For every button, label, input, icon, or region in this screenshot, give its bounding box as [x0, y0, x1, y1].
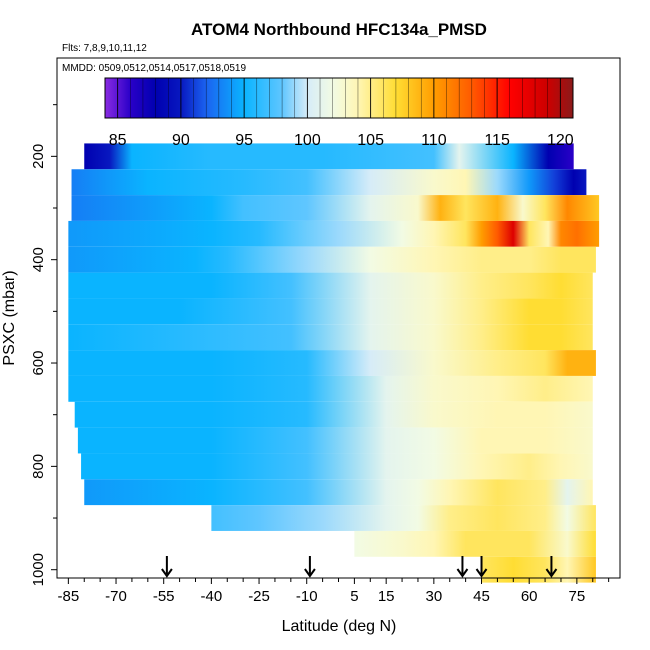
colorbar-tick-label: 95: [235, 132, 253, 149]
colorbar-tick-label: 110: [421, 132, 447, 149]
heatmap-band: [481, 556, 596, 583]
flight-arrow-head: [545, 568, 558, 578]
heatmap-band: [74, 401, 593, 428]
colorbar-tick-label: 105: [357, 132, 384, 149]
y-tick-label: 800: [30, 454, 47, 479]
x-tick-label: 30: [426, 588, 443, 605]
colorbar-tick-label: 85: [109, 132, 127, 149]
heatmap-band: [84, 479, 593, 506]
colorbar-tick-label: 115: [484, 132, 510, 149]
heatmap-band: [71, 195, 600, 221]
flight-arrow-head: [456, 568, 469, 578]
heatmap-band: [68, 324, 593, 351]
heatmap-band: [68, 350, 596, 376]
y-axis: 200 400 600 800 1000: [30, 104, 57, 586]
heatmap-band: [77, 427, 593, 454]
heatmap-band: [68, 272, 593, 299]
heatmap-band: [81, 453, 593, 480]
x-tick-label: 75: [569, 588, 586, 605]
x-tick-label: 45: [473, 588, 490, 605]
x-axis-title: Latitude (deg N): [282, 618, 397, 635]
heatmap-band: [71, 169, 587, 196]
chart-title: ATOM4 Northbound HFC134a_PMSD: [191, 20, 487, 39]
heatmap-band: [84, 143, 574, 170]
heatmap-band: [354, 530, 596, 557]
x-tick-label: 5: [350, 588, 358, 605]
heatmap-band: [211, 505, 596, 531]
x-tick-label: -85: [58, 588, 80, 605]
x-tick-label: -40: [201, 588, 223, 605]
flight-arrows: [161, 556, 558, 578]
flight-arrow-head: [475, 568, 488, 578]
x-tick-label: 60: [521, 588, 538, 605]
x-tick-label: -70: [105, 588, 127, 605]
flights-label: Flts: 7,8,9,10,11,12: [62, 43, 147, 54]
colorbar-tick-label: 100: [294, 132, 321, 149]
heatmap-band: [68, 298, 593, 325]
heatmap-band: [68, 246, 596, 273]
x-tick-label: -10: [296, 588, 318, 605]
y-tick-label: 200: [30, 144, 47, 169]
flight-arrow-head: [304, 568, 316, 578]
y-tick-label: 400: [30, 247, 47, 272]
x-tick-label: -55: [153, 588, 175, 605]
heatmap-band: [68, 375, 593, 402]
dates-label: MMDD: 0509,0512,0514,0517,0518,0519: [62, 63, 246, 74]
colorbar-tick-label: 90: [172, 132, 190, 149]
y-tick-label: 1000: [30, 553, 47, 586]
y-axis-title: PSXC (mbar): [1, 270, 18, 365]
y-tick-label: 600: [30, 351, 47, 376]
colorbar-gradient: [104, 77, 574, 119]
flight-arrow-head: [161, 568, 173, 578]
heatmap-band: [68, 220, 600, 247]
x-tick-label: 15: [378, 588, 395, 605]
colorbar-tick-label: 120: [547, 132, 574, 149]
colorbar: 85 90 95 100 105 110 115 120: [104, 77, 574, 149]
x-tick-label: -25: [248, 588, 270, 605]
x-axis: -85 -70 -55 -40 -25 -10 5 15 30 45 60 75: [58, 578, 610, 605]
heatmap-bands: [68, 143, 600, 583]
